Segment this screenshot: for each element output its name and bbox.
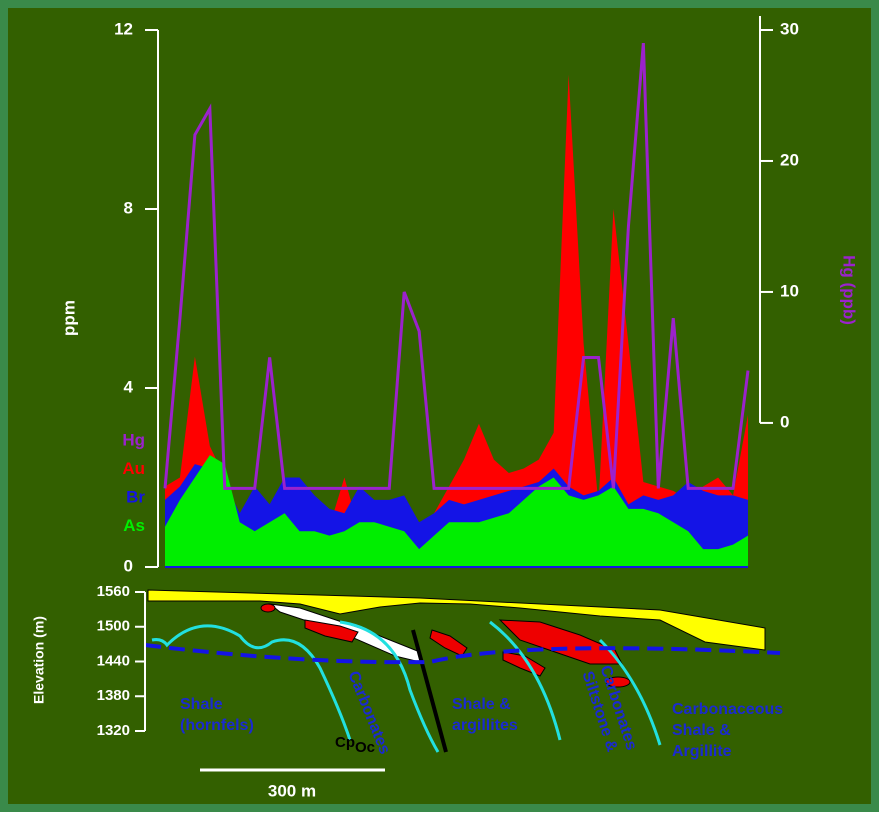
y-tick-label: 0	[124, 556, 133, 575]
scale-label: 300 m	[268, 781, 316, 800]
area	[165, 74, 748, 567]
legend-label: As	[123, 516, 145, 535]
y2-tick-label: 20	[780, 150, 799, 169]
unit-label: Shale (hornfels)	[180, 696, 254, 734]
ore-body	[304, 619, 359, 643]
elevation-tick-label: 1440	[97, 652, 130, 669]
unit-label: Cp	[335, 734, 355, 751]
y-axis-label: ppm	[59, 300, 78, 336]
y2-tick-label: 30	[780, 19, 799, 38]
y-tick-label: 4	[124, 377, 134, 396]
unit-label: Argillite	[672, 743, 732, 760]
contact	[151, 624, 352, 741]
elevation-tick-label: 1500	[97, 618, 130, 635]
background	[8, 8, 871, 804]
ore-body	[605, 676, 631, 688]
legend-label: Br	[126, 487, 145, 506]
legend-label: Hg	[122, 430, 145, 449]
elevation-label: Elevation (m)	[31, 616, 47, 704]
contact	[489, 620, 562, 741]
elevation-tick-label: 1320	[97, 722, 130, 739]
unit-label: Shale &	[452, 696, 511, 713]
fault	[411, 629, 448, 753]
contact	[339, 620, 440, 753]
hg-line	[163, 42, 750, 490]
water-table	[144, 643, 781, 665]
ore-body	[502, 651, 546, 677]
elevation-tick-label: 1380	[97, 687, 130, 704]
elevation-tick-label: 1560	[97, 583, 130, 600]
ore-body	[260, 603, 276, 613]
cover-layer	[147, 589, 766, 651]
unit-label: Carbonaceous Shale & Argillite	[672, 701, 783, 760]
unit-label: Shale &	[672, 722, 731, 739]
unit-label: (hornfels)	[180, 717, 254, 734]
y-tick-label: 8	[124, 198, 133, 217]
unit-label: argillites	[452, 717, 518, 734]
y2-tick-label: 0	[780, 412, 789, 431]
legend-label: Au	[122, 459, 145, 478]
unit-label: Carbonaceous	[672, 701, 783, 718]
y2-axis-label: Hg (ppb)	[840, 255, 859, 325]
unit-label: Shale	[180, 696, 223, 713]
y-tick-label: 12	[114, 19, 133, 38]
y2-tick-label: 10	[780, 281, 799, 300]
area	[165, 455, 748, 567]
unit-label: Oc	[355, 739, 375, 756]
unit-label: Shale & argillites	[452, 696, 518, 734]
